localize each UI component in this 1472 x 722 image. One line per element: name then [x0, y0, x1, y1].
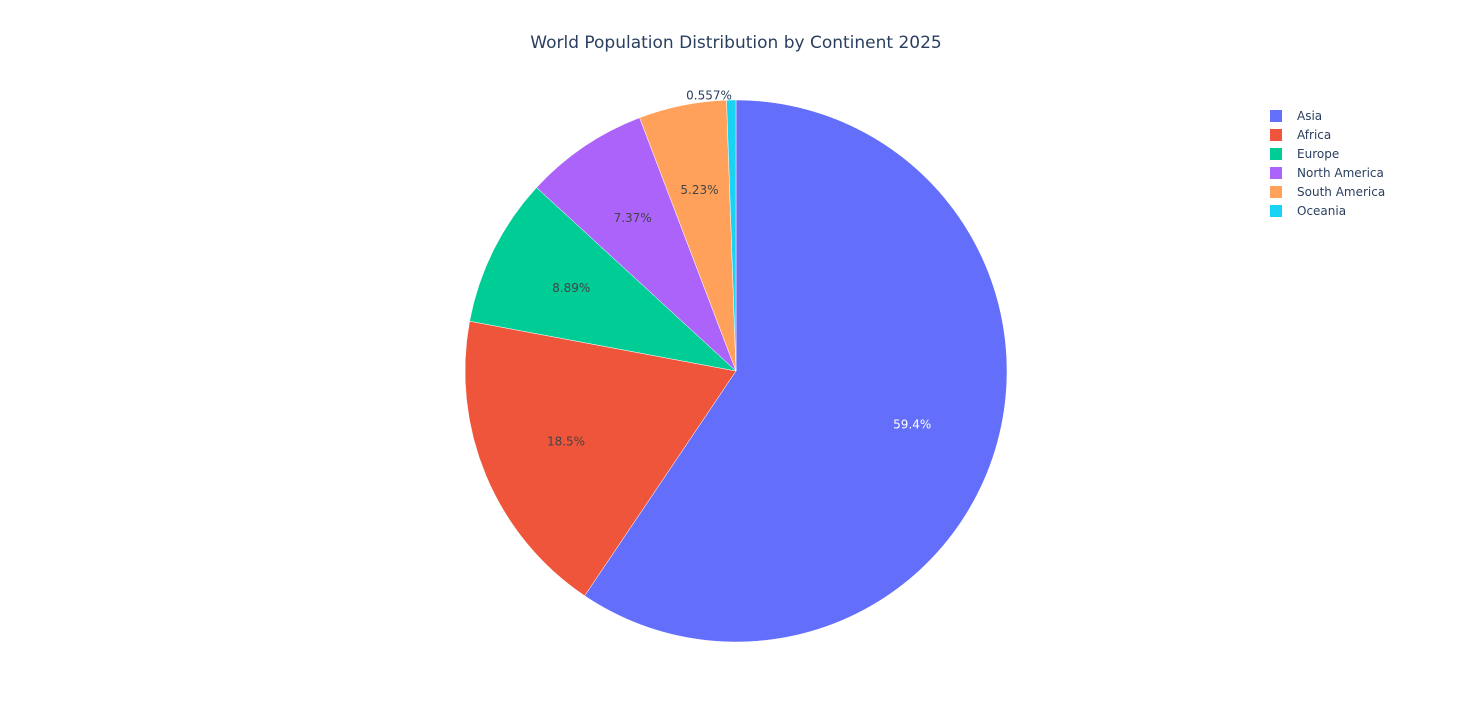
- legend-swatch: [1270, 204, 1282, 217]
- legend-label: Oceania: [1297, 203, 1347, 218]
- slice-labels: 59.4% 18.5% 8.89% 7.37% 5.23% 0.557%: [547, 89, 931, 449]
- slice-label: 8.89%: [552, 281, 590, 295]
- legend-swatch: [1270, 185, 1282, 198]
- chart-title: World Population Distribution by Contine…: [530, 33, 942, 53]
- slice-label: 18.5%: [547, 435, 585, 449]
- legend-swatch: [1270, 128, 1282, 141]
- slice-label: 59.4%: [893, 417, 931, 431]
- legend-label: North America: [1297, 165, 1384, 180]
- legend-item-north-america[interactable]: North America: [1270, 163, 1385, 182]
- legend-item-south-america[interactable]: South America: [1270, 182, 1385, 201]
- pie-slice-north-america[interactable]: [536, 117, 737, 372]
- pie-slice-asia[interactable]: [584, 99, 1008, 643]
- legend-item-africa[interactable]: Africa: [1270, 125, 1385, 144]
- legend-swatch: [1270, 147, 1282, 160]
- legend-item-europe[interactable]: Europe: [1270, 144, 1385, 163]
- legend: Asia Africa Europe North America South A…: [1270, 106, 1385, 220]
- legend-item-asia[interactable]: Asia: [1270, 106, 1385, 125]
- legend-swatch: [1270, 166, 1282, 179]
- legend-label: Africa: [1297, 127, 1332, 142]
- legend-item-oceania[interactable]: Oceania: [1270, 201, 1385, 220]
- pie-slice-europe[interactable]: [469, 187, 737, 372]
- pie-slice-africa[interactable]: [464, 320, 737, 597]
- legend-swatch: [1270, 109, 1282, 122]
- legend-label: Europe: [1297, 146, 1340, 161]
- legend-label: Asia: [1297, 108, 1323, 123]
- slice-label: 5.23%: [680, 183, 718, 197]
- legend-label: South America: [1297, 184, 1386, 199]
- pie-slices: [464, 99, 1008, 643]
- slice-label: 0.557%: [686, 89, 732, 103]
- slice-label: 7.37%: [614, 211, 652, 225]
- pie-slice-oceania[interactable]: [726, 99, 737, 372]
